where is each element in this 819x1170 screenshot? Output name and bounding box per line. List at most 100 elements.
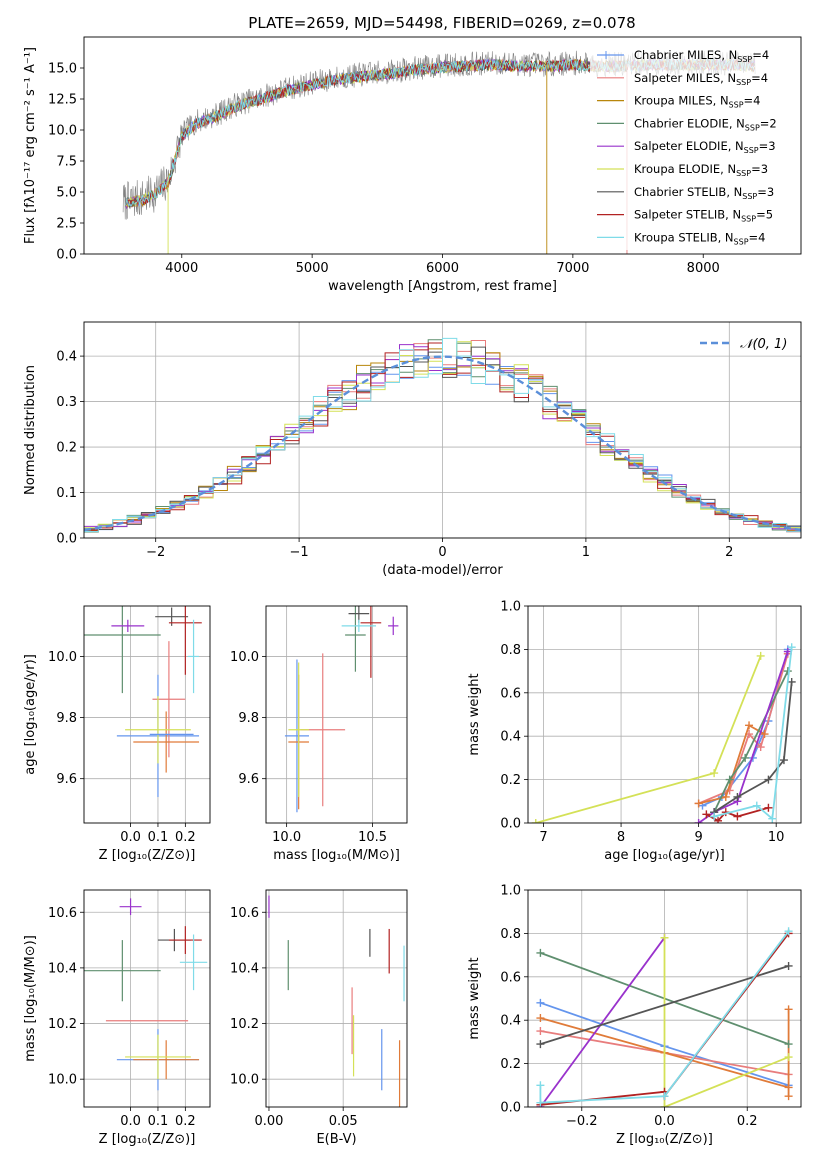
plot-ebv-mass: 0.00 0.05 10.0 10.2 10.4 10.6 E(B-V) [230, 889, 408, 1147]
plot-area [84, 606, 210, 823]
y-tick-label: 0.4 [500, 1014, 521, 1029]
y-tick-label: 0.2 [500, 773, 521, 788]
legend-sub: SSP [736, 78, 751, 87]
x-tick-label: 1 [582, 545, 590, 560]
y-tick-label: 0.8 [500, 927, 521, 942]
weight-point [694, 819, 703, 823]
legend-marker [602, 51, 610, 59]
y-tick-label: 15.0 [48, 62, 77, 77]
y-tick-label: 0.6 [500, 970, 521, 985]
y-tick-label: 9.8 [238, 711, 259, 726]
plot-residuals: −2 −1 0 1 2 0.0 0.1 0.2 0.3 0.4 (data-model)/error… [23, 321, 802, 578]
error-bar [168, 606, 202, 675]
y-tick-label: 0.8 [500, 643, 521, 658]
y-tick-label: 0.6 [500, 686, 521, 701]
error-bar [133, 1040, 200, 1080]
weight-point [536, 1040, 545, 1049]
y-axis-label: mass weight [467, 957, 482, 1039]
weight-point [784, 1040, 793, 1049]
axes-frame [83, 605, 211, 824]
legend-sub: SSP [729, 101, 744, 110]
weight-point [752, 801, 761, 810]
weight-point [702, 810, 711, 819]
weight-point [787, 643, 796, 652]
weight-point [741, 753, 750, 762]
plot-area [266, 890, 407, 1107]
legend-suffix: =4 [751, 71, 768, 85]
legend-sub: SSP [741, 215, 756, 224]
weight-line [540, 965, 789, 1045]
weight-line [539, 937, 666, 1107]
legend-name: Chabrier STELIB, N [634, 185, 742, 199]
plots: 4000 5000 6000 7000 80000.02.55.07.510.012.5… [23, 36, 802, 1147]
x-tick-label: 7 [539, 830, 547, 845]
weight-point [784, 927, 793, 936]
plot-weight-age: 7 8 9 10 0.0 0.2 0.4 0.6 0.8 1.0 age [log₁₀(age/yr… [467, 600, 802, 863]
weight-point [764, 803, 773, 812]
y-tick-label: 9.8 [56, 711, 77, 726]
weight-line [702, 649, 789, 807]
legend-name: Chabrier ELODIE, N [634, 116, 745, 130]
axes-frame [527, 889, 802, 1108]
legend-label: Chabrier MILES, NSSP=4 [634, 48, 769, 64]
plot-area [84, 890, 210, 1107]
weight-point [536, 998, 545, 1007]
y-tick-label: 10.2 [48, 1017, 77, 1032]
x-tick-label: 0 [438, 545, 446, 560]
weight-point [779, 756, 788, 765]
x-axis-label: age [log₁₀(age/yr)] [604, 848, 725, 863]
weight-point [768, 814, 777, 823]
y-tick-label: 10.0 [48, 124, 77, 139]
x-tick-label: 6000 [426, 261, 459, 276]
weight-point [764, 775, 773, 784]
axes-frame [83, 321, 802, 539]
x-tick-label: 0.00 [254, 1114, 283, 1129]
x-tick-label: −0.2 [566, 1114, 598, 1129]
y-tick-label: 10.6 [48, 906, 77, 921]
error-bar [125, 696, 191, 764]
legend-name: Kroupa MILES, N [634, 94, 729, 108]
weight-line [535, 655, 762, 823]
plot-area [84, 322, 801, 538]
x-tick-label: 10.0 [272, 830, 301, 845]
error-bar [133, 711, 200, 773]
weight-point [660, 1103, 669, 1107]
y-tick-label: 9.6 [56, 772, 77, 787]
y-tick-label: 10.0 [48, 650, 77, 665]
weight-point [710, 812, 719, 821]
error-bar [388, 616, 399, 636]
y-tick-label: 0.0 [56, 248, 77, 263]
y-tick-label: 1.0 [500, 600, 521, 615]
x-tick-label: 0.1 [148, 830, 169, 845]
x-tick-label: 4000 [165, 261, 198, 276]
y-axis-label: Normed distribution [23, 365, 38, 495]
error-bar [119, 898, 142, 916]
y-tick-label: 5.0 [56, 186, 77, 201]
weight-point [784, 1092, 793, 1101]
weight-point [660, 933, 669, 942]
legend-label: Salpeter MILES, NSSP=4 [634, 71, 768, 87]
x-tick-label: 10.5 [358, 830, 387, 845]
x-tick-label: 9 [694, 830, 702, 845]
legend-sub: SSP [736, 169, 751, 178]
legend-suffix: =2 [760, 116, 777, 130]
y-tick-label: 0.2 [500, 1057, 521, 1072]
y-tick-label: 10.0 [48, 1073, 77, 1088]
weight-point [745, 721, 754, 730]
y-tick-label: 10.0 [230, 650, 259, 665]
weight-point [536, 1014, 545, 1023]
legend-label: Kroupa ELODIE, NSSP=3 [634, 162, 768, 178]
y-tick-label: 7.5 [56, 155, 77, 170]
gaussian-curve [84, 355, 801, 532]
weight-point [721, 792, 730, 801]
legend-label: Kroupa STELIB, NSSP=4 [634, 230, 765, 246]
y-tick-label: 0.0 [56, 532, 77, 547]
plot-mass-age: 10.0 10.5 9.6 9.8 10.0 mass [log₁₀(M/M⊙)] [230, 605, 408, 863]
y-tick-label: 0.3 [56, 395, 77, 410]
plot-weight-z: −0.2 0.0 0.2 0.0 0.2 0.4 0.6 0.8 1.0 Z [log₁₀(Z/Z… [467, 884, 802, 1147]
y-tick-label: 9.6 [238, 772, 259, 787]
x-tick-label: 8 [617, 830, 625, 845]
legend-suffix: =3 [757, 185, 774, 199]
x-tick-label: 2 [725, 545, 733, 560]
